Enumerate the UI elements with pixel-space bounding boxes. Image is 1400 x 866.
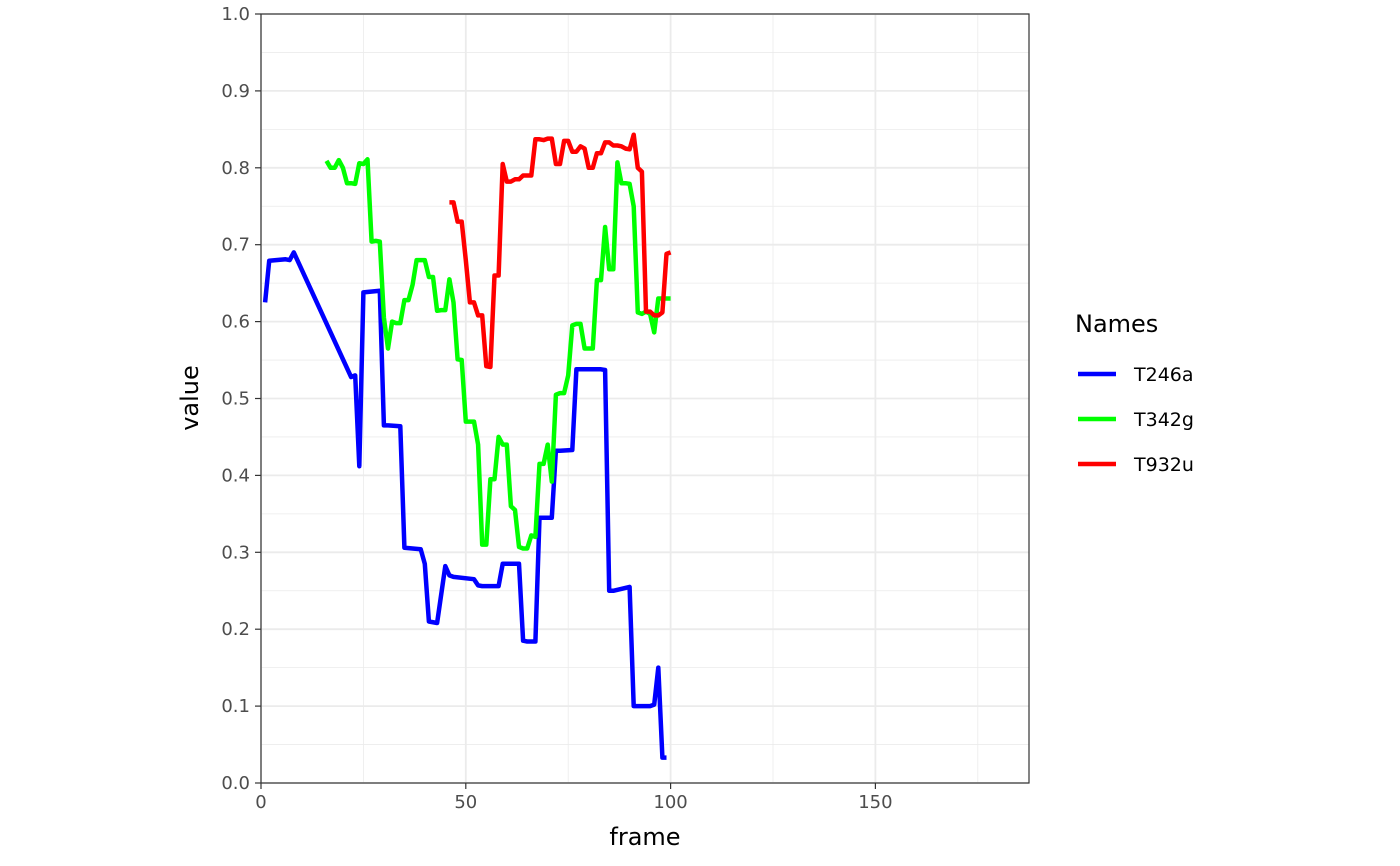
y-tick-label: 0.9 xyxy=(221,81,250,102)
legend: Names T246a T342g T932u xyxy=(1075,310,1194,476)
y-axis: 0.0 0.1 0.2 0.3 0.4 0.5 0.6 0.7 0.8 0.9 1.0 xyxy=(221,4,261,794)
series-line-t342g xyxy=(324,157,671,551)
series-lines xyxy=(262,132,672,760)
y-tick-label: 0.0 xyxy=(221,773,250,794)
legend-title: Names xyxy=(1075,310,1158,338)
legend-label-t342g: T342g xyxy=(1133,409,1194,431)
x-tick-label: 100 xyxy=(653,792,687,813)
x-tick-label: 0 xyxy=(255,792,266,813)
x-tick-label: 150 xyxy=(858,792,892,813)
x-axis: 0 50 100 150 xyxy=(255,783,893,813)
legend-items: T246a T342g T932u xyxy=(1078,364,1194,476)
y-tick-label: 0.6 xyxy=(221,312,250,333)
y-tick-label: 0.1 xyxy=(221,696,250,717)
x-tick-label: 50 xyxy=(454,792,477,813)
y-tick-label: 0.3 xyxy=(221,542,250,563)
y-tick-label: 1.0 xyxy=(221,4,250,25)
y-tick-label: 0.2 xyxy=(221,619,250,640)
y-axis-title: value xyxy=(176,365,204,431)
grid-minor xyxy=(261,14,1029,783)
y-tick-label: 0.8 xyxy=(221,158,250,179)
y-tick-label: 0.7 xyxy=(221,235,250,256)
y-tick-label: 0.5 xyxy=(221,389,250,410)
series-line-t246a xyxy=(262,250,667,760)
x-axis-title: frame xyxy=(609,823,680,851)
y-tick-label: 0.4 xyxy=(221,465,250,486)
legend-label-t932u: T932u xyxy=(1133,454,1194,476)
legend-label-t246a: T246a xyxy=(1133,364,1194,386)
series-line-t932u xyxy=(449,132,672,370)
